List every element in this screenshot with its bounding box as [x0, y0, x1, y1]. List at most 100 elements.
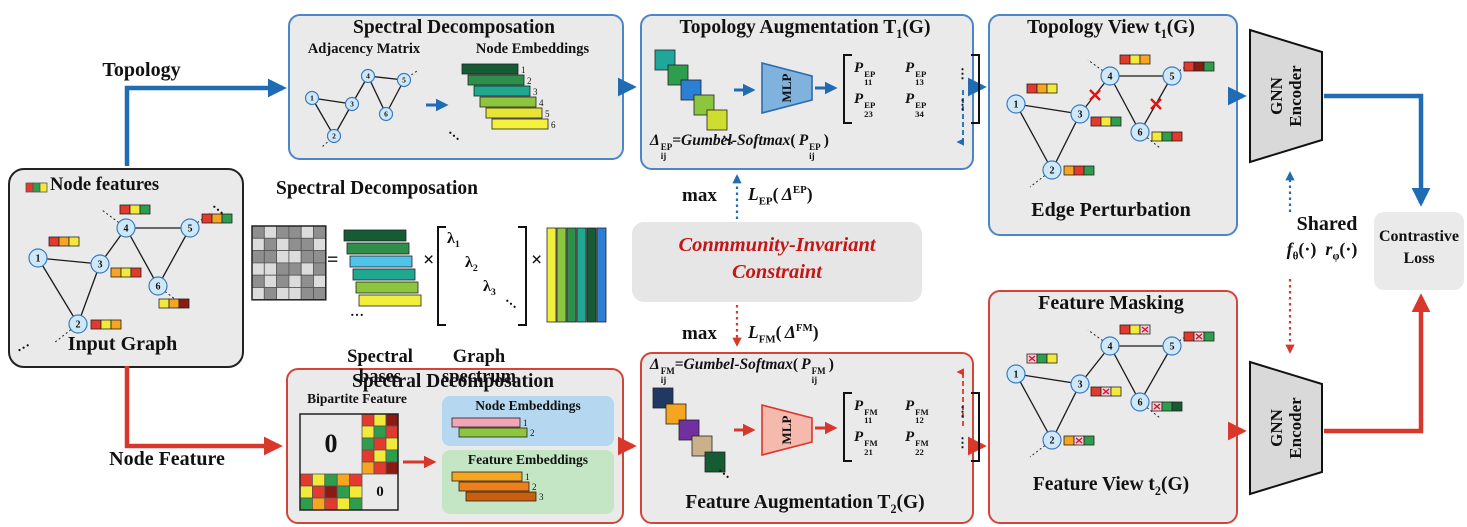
gray-spectral-matrix-cell [300, 225, 314, 239]
gray-spectral-matrix-cell [251, 287, 265, 301]
spectral-decomp-bottom-title: Spectral Decomposation [351, 371, 555, 392]
feature-embeddings-label: Feature Embeddings [467, 452, 589, 467]
gnn-encoder-top-label: GNN Encoder [1266, 65, 1305, 127]
p13-ep: P EP 13 [905, 60, 927, 88]
gray-spectral-matrix-cell [313, 250, 327, 264]
gray-spectral-matrix-cell [288, 225, 302, 239]
gray-spectral-matrix-cell [300, 287, 314, 301]
gray-spectral-matrix-cell [313, 287, 327, 301]
node-feature-path-label: Node Feature [109, 448, 225, 470]
contrastive-loss-label: Contrastive Loss [1379, 228, 1459, 267]
gray-spectral-matrix-cell [276, 250, 290, 264]
spectral-bases-stack-bar [358, 294, 422, 307]
gray-spectral-matrix-cell [288, 250, 302, 264]
gray-spectral-matrix-cell [251, 250, 265, 264]
gray-spectral-matrix-cell [300, 237, 314, 252]
gray-spectral-matrix-cell [263, 237, 277, 252]
equals-sign: = [327, 249, 339, 271]
gray-spectral-matrix-cell [276, 225, 290, 239]
community-invariant-label: Conmmunity-Invariant Constraint [678, 234, 876, 283]
gray-spectral-matrix-cell [313, 237, 327, 252]
gray-spectral-matrix-cell [300, 262, 314, 276]
graph-spectrum-stripes [546, 227, 557, 323]
spectral-bases-label: Spectral bases [347, 347, 413, 387]
p23-ep: P EP 23 [854, 91, 876, 119]
spectral-bases-stack-bar [343, 229, 407, 242]
spectral-bases-stack-bar [355, 281, 419, 294]
p21-fm: P FM 21 [854, 429, 878, 457]
feature-masking-title: Feature Masking [1038, 292, 1184, 314]
gumbel-softmax-fm-formula: Δ FM ij =Gumbel-Softmax( P FM ij ) [650, 356, 834, 385]
p-matrix-ep: P EP 11 P EP 13 ⋮ P EP 23 P EP 34 ⋮ [843, 54, 980, 125]
gumbel-softmax-ep-formula: Δ EP ij =Gumbel-Softmax( P EP ij ) [650, 132, 829, 161]
bipartite-zero-bottom: 0 [376, 483, 384, 500]
gray-spectral-matrix-cell [276, 262, 290, 276]
gray-spectral-matrix-cell [288, 287, 302, 301]
gray-spectral-matrix-cell [288, 262, 302, 276]
times-sign-1: × [423, 249, 435, 271]
topology-view-title: Topology View t1(G) [1027, 17, 1195, 41]
p11-ep: P EP 11 [854, 60, 876, 88]
shared-functions-label: fθ(·) rφ(·) [1286, 239, 1358, 263]
gray-spectral-matrix-cell [251, 274, 265, 288]
graph-spectrum-label: Graph spectrum [442, 347, 516, 387]
gray-spectral-matrix-cell [263, 274, 277, 288]
matrix-dots: ⋮ [956, 65, 969, 81]
flow-arrow [1324, 293, 1431, 434]
lambda-3: λ3 [483, 278, 496, 299]
bipartite-feature-label: Bipartite Feature [307, 391, 407, 406]
gray-spectral-matrix-cell [300, 250, 314, 264]
p-matrix-fm: P FM 11 P FM 12 ⋮ P FM 21 P FM 22 ⋮ [843, 392, 980, 463]
p34-ep: P EP 34 [905, 91, 927, 119]
times-sign-2: × [531, 249, 543, 271]
lambda-bracket: λ1 λ2 λ3 [437, 226, 527, 326]
gray-spectral-matrix-frame [251, 225, 327, 301]
max-ep-label: max [682, 185, 717, 206]
mlp-bottom-label: MLP [778, 415, 794, 445]
lambda-1: λ1 [447, 230, 460, 251]
gray-spectral-matrix-cell [251, 225, 265, 239]
matrix-dots: ⋮ [956, 403, 969, 419]
flow-arrow [124, 78, 287, 166]
p11-fm: P FM 11 [854, 398, 878, 426]
mlp-top-label: MLP [778, 73, 794, 103]
topology-path-label: Topology [102, 59, 181, 81]
lambda-2: λ2 [465, 254, 478, 275]
flow-arrow [1324, 93, 1431, 207]
gray-spectral-matrix-cell [263, 250, 277, 264]
gray-spectral-matrix-cell [300, 274, 314, 288]
ellipsis-dots: … [350, 305, 364, 320]
graph-spectrum-stripes [556, 227, 567, 323]
node-features-label: Node features [50, 175, 160, 195]
node-embeddings-label: Node Embeddings [475, 41, 590, 57]
spectral-bases-stack-bar [349, 255, 413, 268]
adjacency-matrix-label: Adjacency Matrix [307, 41, 421, 57]
node-embeddings-bottom-label: Node Embeddings [475, 398, 581, 413]
graph-spectrum-stripes [566, 227, 577, 323]
spectral-bases-stack-bar [352, 268, 416, 281]
shared-label: Shared [1296, 213, 1358, 235]
community-invariant-box [632, 222, 922, 302]
max-fm-label: max [682, 323, 717, 344]
p22-fm: P FM 22 [905, 429, 929, 457]
gray-spectral-matrix-cell [288, 274, 302, 288]
bipartite-zero-top: 0 [324, 429, 338, 458]
graph-spectrum-stripes [576, 227, 587, 323]
gray-spectral-matrix-cell [263, 287, 277, 301]
gray-spectral-matrix-cell [276, 237, 290, 252]
gray-spectral-matrix-cell [263, 262, 277, 276]
matrix-dots: ⋮ [956, 96, 969, 112]
feature-augmentation-title: Feature Augmentation T2(G) [685, 492, 925, 516]
graph-spectrum-stripes [596, 227, 607, 323]
input-graph-label: Input Graph [67, 333, 178, 355]
gray-spectral-matrix-cell [313, 274, 327, 288]
p12-fm: P FM 12 [905, 398, 929, 426]
matrix-dots: ⋮ [956, 434, 969, 450]
gnn-encoder-bottom-label: GNN Encoder [1266, 397, 1305, 459]
gray-spectral-matrix-cell [313, 225, 327, 239]
loss-fm-formula: LFM( ΔFM) [748, 322, 819, 346]
spectral-decomp-mid-title: Spectral Decomposation [275, 178, 479, 199]
gray-spectral-matrix-cell [288, 237, 302, 252]
loss-ep-formula: LEP( ΔEP) [748, 184, 813, 208]
